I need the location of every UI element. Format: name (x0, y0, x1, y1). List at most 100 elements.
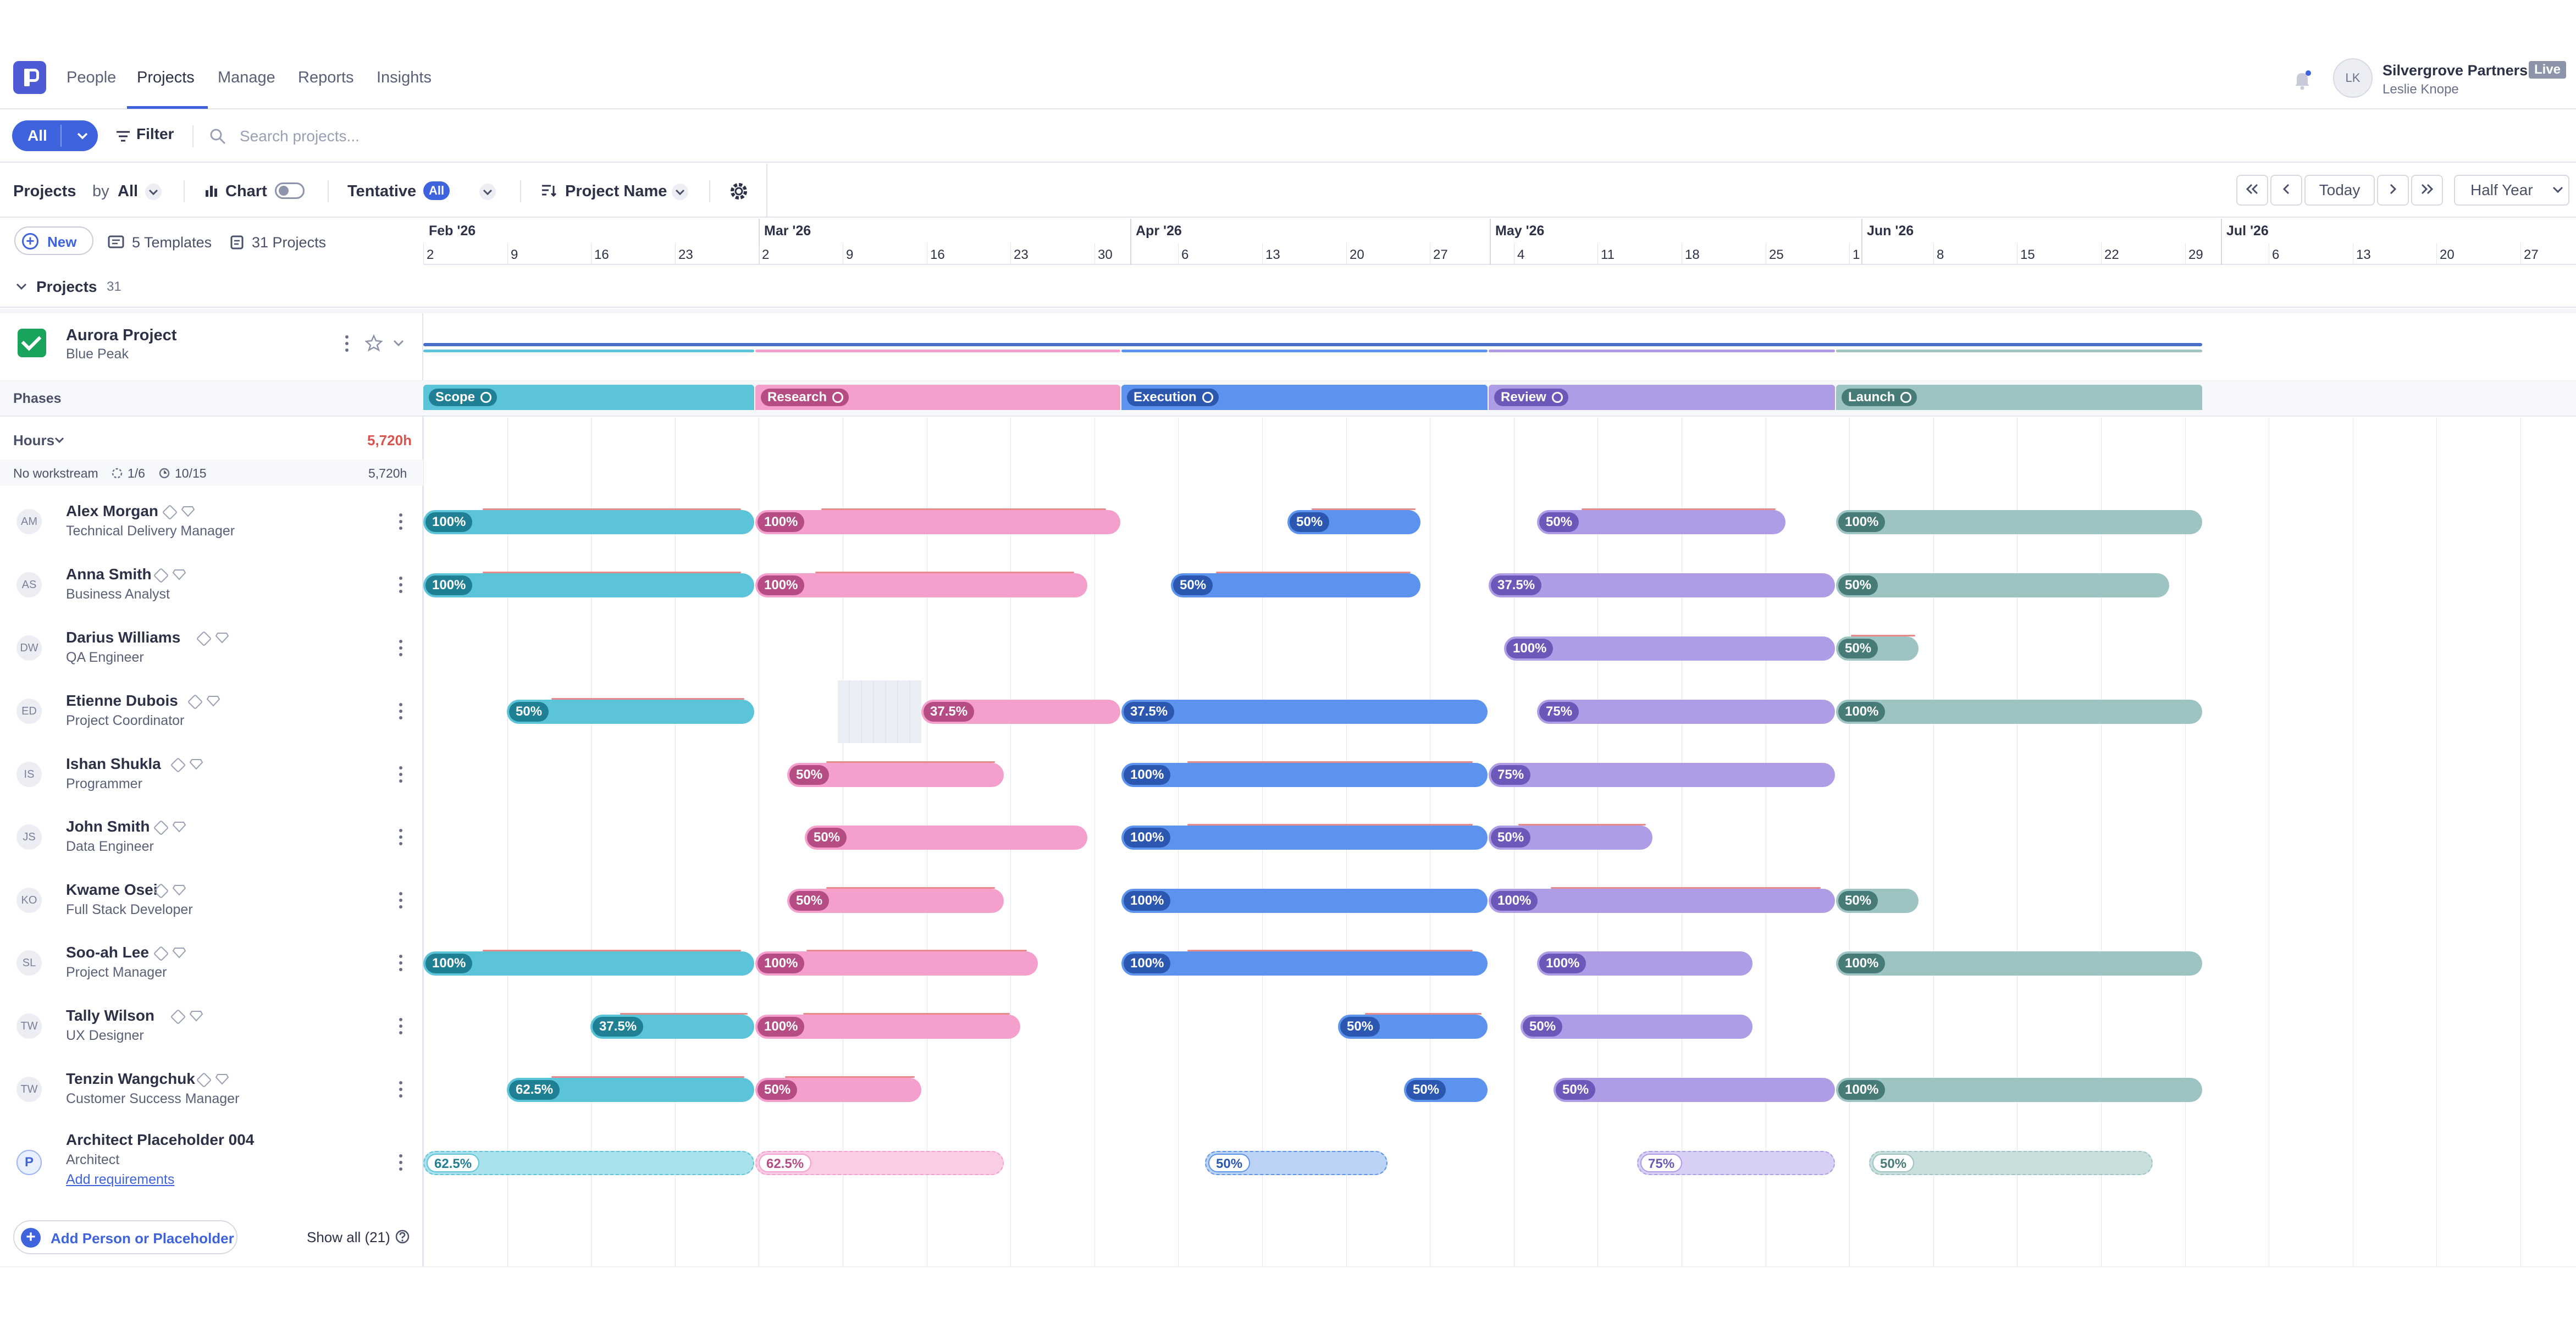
assignment-bar[interactable]: 50% (1521, 1015, 1753, 1039)
row-menu-icon[interactable] (399, 1154, 403, 1174)
assignment-bar[interactable]: 100% (755, 573, 1087, 597)
person-name[interactable]: John Smith (66, 818, 150, 835)
assignment-bar[interactable]: 50% (1287, 510, 1420, 534)
nav-reports[interactable]: Reports (298, 69, 354, 86)
placeholder-bar[interactable]: 62.5% (423, 1151, 754, 1175)
chevron-down-icon[interactable] (54, 435, 65, 445)
chevron-down-icon[interactable] (144, 182, 163, 201)
row-menu-icon[interactable] (399, 703, 403, 723)
assignment-bar[interactable]: 50% (1836, 573, 2169, 597)
assignment-bar[interactable]: 50% (1554, 1078, 1835, 1102)
show-all-link[interactable]: Show all (21) (307, 1229, 390, 1245)
add-person-button[interactable]: + Add Person or Placeholder (13, 1220, 237, 1254)
chevron-down-icon[interactable] (478, 182, 497, 201)
phase-bar[interactable]: Research (755, 385, 1120, 410)
assignment-bar[interactable]: 50% (787, 763, 1004, 787)
hours-label[interactable]: Hours (13, 432, 55, 448)
gear-icon[interactable] (728, 180, 750, 202)
row-menu-icon[interactable] (399, 955, 403, 974)
user-avatar[interactable]: LK (2333, 58, 2373, 98)
templates-link[interactable]: 5 Templates (132, 234, 212, 251)
assignment-bar[interactable]: 100% (1836, 951, 2202, 976)
assignment-bar[interactable]: 37.5% (921, 700, 1120, 724)
placeholder-name[interactable]: Architect Placeholder 004 (66, 1131, 255, 1148)
row-menu-icon[interactable] (399, 513, 403, 533)
assignment-bar[interactable]: 100% (423, 510, 754, 534)
row-menu-icon[interactable] (399, 766, 403, 786)
nav-people[interactable]: People (67, 69, 117, 86)
row-menu-icon[interactable] (399, 640, 403, 660)
assignment-bar[interactable]: 75% (1537, 700, 1835, 724)
assignment-bar[interactable]: 75% (1489, 763, 1835, 787)
assignment-bar[interactable]: 62.5% (507, 1078, 754, 1102)
person-name[interactable]: Tally Wilson (66, 1007, 155, 1024)
assignment-bar[interactable]: 50% (1338, 1015, 1488, 1039)
prev-button[interactable] (2270, 175, 2302, 206)
row-menu-icon[interactable] (399, 577, 403, 596)
group-by-select[interactable]: All (118, 182, 139, 200)
star-icon[interactable] (365, 334, 383, 352)
assignment-bar[interactable]: 100% (755, 1015, 1020, 1039)
assignment-bar[interactable]: 100% (1504, 636, 1835, 661)
assignment-bar[interactable]: 50% (1836, 889, 1919, 913)
person-name[interactable]: Tenzin Wangchuk (66, 1070, 195, 1087)
assignment-bar[interactable]: 100% (1537, 951, 1753, 976)
phase-bar[interactable]: Scope (423, 385, 754, 410)
assignment-bar[interactable]: 100% (1836, 1078, 2202, 1102)
assignment-bar[interactable]: 50% (787, 889, 1004, 913)
add-requirements-link[interactable]: Add requirements (66, 1172, 175, 1187)
nav-projects[interactable]: Projects (137, 69, 195, 86)
person-name[interactable]: Kwame Osei (66, 881, 158, 898)
all-dropdown-button[interactable]: All (12, 120, 98, 151)
placeholder-bar[interactable]: 50% (1869, 1151, 2153, 1175)
assignment-bar[interactable]: 50% (1537, 510, 1785, 534)
row-menu-icon[interactable] (399, 829, 403, 849)
person-name[interactable]: Etienne Dubois (66, 692, 178, 709)
bell-icon[interactable] (2292, 69, 2312, 91)
filter-button[interactable]: Filter (136, 125, 174, 142)
project-menu-icon[interactable] (345, 335, 350, 355)
assignment-bar[interactable]: 50% (805, 826, 1087, 850)
assignment-bar[interactable]: 100% (1836, 510, 2202, 534)
assignment-bar[interactable]: 50% (1404, 1078, 1488, 1102)
person-name[interactable]: Anna Smith (66, 566, 152, 583)
today-button[interactable]: Today (2304, 175, 2375, 206)
phase-bar[interactable]: Review (1489, 385, 1835, 410)
nav-insights[interactable]: Insights (377, 69, 432, 86)
jump-forward-button[interactable] (2411, 175, 2443, 206)
chevron-down-icon[interactable] (393, 337, 405, 348)
phase-bar[interactable]: Launch (1836, 385, 2202, 410)
project-name[interactable]: Aurora Project (66, 326, 177, 344)
assignment-bar[interactable]: 37.5% (1489, 573, 1835, 597)
sort-select[interactable]: Project Name (565, 182, 667, 200)
jump-back-button[interactable] (2236, 175, 2268, 206)
chart-toggle[interactable] (275, 182, 305, 199)
projects-group-row[interactable]: Projects 31 (0, 266, 2576, 308)
assignment-bar[interactable]: 50% (507, 700, 754, 724)
assignment-bar[interactable]: 50% (755, 1078, 921, 1102)
assignment-bar[interactable]: 100% (1121, 763, 1488, 787)
person-name[interactable]: Ishan Shukla (66, 755, 161, 772)
placeholder-bar[interactable]: 50% (1205, 1151, 1387, 1175)
search-input[interactable]: Search projects... (209, 121, 704, 151)
assignment-bar[interactable]: 100% (1121, 826, 1488, 850)
chevron-down-icon[interactable] (15, 280, 27, 292)
new-button[interactable]: + New (14, 226, 93, 255)
placeholder-bar[interactable]: 75% (1637, 1151, 1835, 1175)
filter-icon[interactable] (115, 130, 131, 143)
person-name[interactable]: Alex Morgan (66, 502, 159, 519)
row-menu-icon[interactable] (399, 1081, 403, 1101)
help-icon[interactable] (395, 1229, 410, 1244)
app-logo-icon[interactable] (13, 61, 46, 94)
assignment-bar[interactable]: 37.5% (590, 1015, 754, 1039)
person-name[interactable]: Soo-ah Lee (66, 944, 149, 961)
assignment-bar[interactable]: 50% (1171, 573, 1420, 597)
range-select[interactable]: Half Year (2454, 175, 2569, 206)
row-menu-icon[interactable] (399, 892, 403, 912)
assignment-bar[interactable]: 50% (1489, 826, 1652, 850)
person-name[interactable]: Darius Williams (66, 629, 181, 646)
placeholder-bar[interactable]: 62.5% (755, 1151, 1004, 1175)
assignment-bar[interactable]: 100% (1489, 889, 1835, 913)
assignment-bar[interactable]: 100% (1121, 951, 1488, 976)
tentative-all-toggle[interactable]: All (423, 181, 450, 200)
